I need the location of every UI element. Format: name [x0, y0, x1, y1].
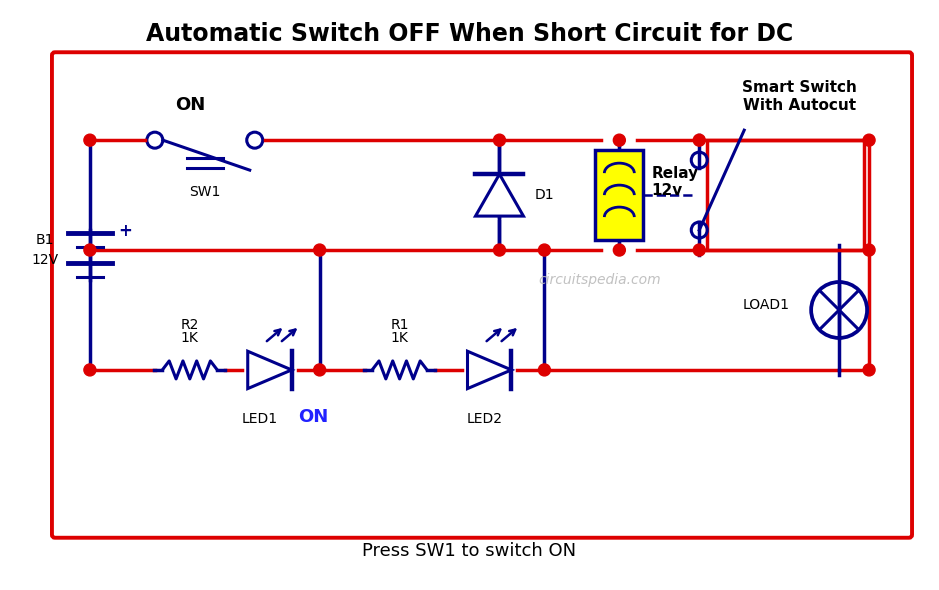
Circle shape: [494, 244, 505, 256]
Circle shape: [314, 244, 326, 256]
Text: ON: ON: [175, 96, 205, 114]
Text: 12v: 12v: [652, 183, 683, 198]
Text: R1: R1: [391, 318, 408, 332]
Text: SW1: SW1: [189, 185, 221, 199]
Circle shape: [863, 134, 875, 146]
Text: D1: D1: [534, 188, 554, 202]
Text: Automatic Switch OFF When Short Circuit for DC: Automatic Switch OFF When Short Circuit …: [146, 22, 793, 46]
Text: LED1: LED1: [241, 412, 278, 426]
Circle shape: [538, 364, 550, 376]
Circle shape: [613, 134, 625, 146]
Text: Smart Switch
With Autocut: Smart Switch With Autocut: [742, 80, 856, 113]
Circle shape: [494, 134, 505, 146]
Text: 1K: 1K: [391, 331, 408, 345]
Circle shape: [693, 244, 705, 256]
Polygon shape: [475, 174, 523, 216]
Text: ON: ON: [298, 408, 328, 426]
Circle shape: [84, 364, 96, 376]
Text: 12V: 12V: [31, 253, 58, 267]
Text: circuitspedia.com: circuitspedia.com: [538, 273, 661, 287]
Circle shape: [314, 364, 326, 376]
Circle shape: [613, 244, 625, 256]
Circle shape: [84, 244, 96, 256]
Bar: [595, 150, 643, 240]
Text: +: +: [118, 222, 131, 240]
Text: Press SW1 to switch ON: Press SW1 to switch ON: [362, 542, 577, 560]
Circle shape: [538, 244, 550, 256]
Polygon shape: [468, 351, 512, 389]
Polygon shape: [248, 351, 292, 389]
Text: LED2: LED2: [467, 412, 502, 426]
Text: LOAD1: LOAD1: [742, 298, 789, 312]
Circle shape: [84, 134, 96, 146]
Text: R2: R2: [180, 318, 199, 332]
Bar: [707, 140, 864, 250]
Circle shape: [863, 364, 875, 376]
Text: B1: B1: [36, 233, 54, 247]
Text: 1K: 1K: [181, 331, 199, 345]
Circle shape: [863, 244, 875, 256]
Text: Relay: Relay: [652, 166, 699, 181]
Circle shape: [693, 134, 705, 146]
